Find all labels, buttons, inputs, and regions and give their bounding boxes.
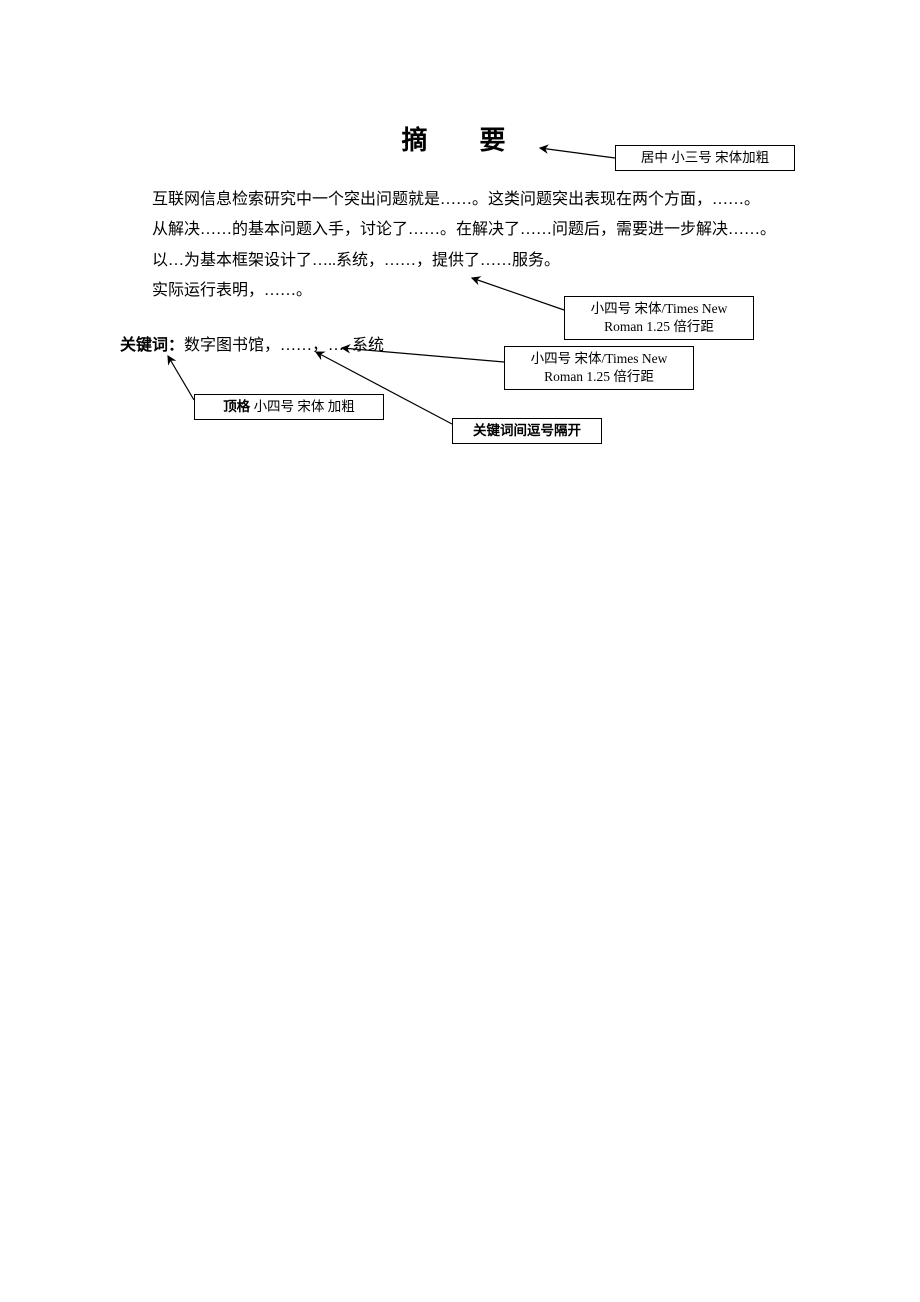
document-page: 摘 要 互联网信息检索研究中一个突出问题就是……。这类问题突出表现在两个方面，…… — [0, 0, 920, 1302]
annotation-title-format: 居中 小三号 宋体加粗 — [615, 145, 795, 171]
annotation-kwlabel-prefix: 顶格 — [223, 399, 250, 414]
abstract-heading-text: 摘 要 — [401, 126, 518, 155]
keywords-label: 关键词： — [120, 337, 184, 354]
annotation-comma-text: 关键词间逗号隔开 — [473, 423, 581, 438]
annotation-kwval-line1: 小四号 宋体/Times New — [531, 351, 668, 366]
annotation-keyword-separator: 关键词间逗号隔开 — [452, 418, 602, 444]
abstract-para-3: 以…为基本框架设计了…..系统，……，提供了……服务。 — [120, 246, 800, 276]
annotation-kwlabel-rest: 小四号 宋体 加粗 — [250, 399, 355, 414]
annotation-title-text: 居中 小三号 宋体加粗 — [641, 150, 769, 165]
annotation-body-line2: Roman 1.25 倍行距 — [604, 319, 714, 334]
annotation-keyword-value-format: 小四号 宋体/Times New Roman 1.25 倍行距 — [504, 346, 694, 390]
keywords-value: 数字图书馆，……，…. 系统 — [184, 337, 384, 354]
annotation-body-format: 小四号 宋体/Times New Roman 1.25 倍行距 — [564, 296, 754, 340]
abstract-para-1: 互联网信息检索研究中一个突出问题就是……。这类问题突出表现在两个方面，……。 — [120, 185, 800, 215]
abstract-para-2-text: 从解决……的基本问题入手，讨论了……。在解决了……问题后，需要进一步解决……。 — [152, 221, 776, 238]
annotation-body-line1: 小四号 宋体/Times New — [591, 301, 728, 316]
annotation-kwval-line2: Roman 1.25 倍行距 — [544, 369, 654, 384]
annotation-keyword-label-format: 顶格 小四号 宋体 加粗 — [194, 394, 384, 420]
abstract-body: 互联网信息检索研究中一个突出问题就是……。这类问题突出表现在两个方面，……。 从… — [120, 185, 800, 307]
abstract-para-2-start: 从解决……的基本问题入手，讨论了……。在解决了……问题后，需要进一步解决……。 — [120, 215, 800, 245]
